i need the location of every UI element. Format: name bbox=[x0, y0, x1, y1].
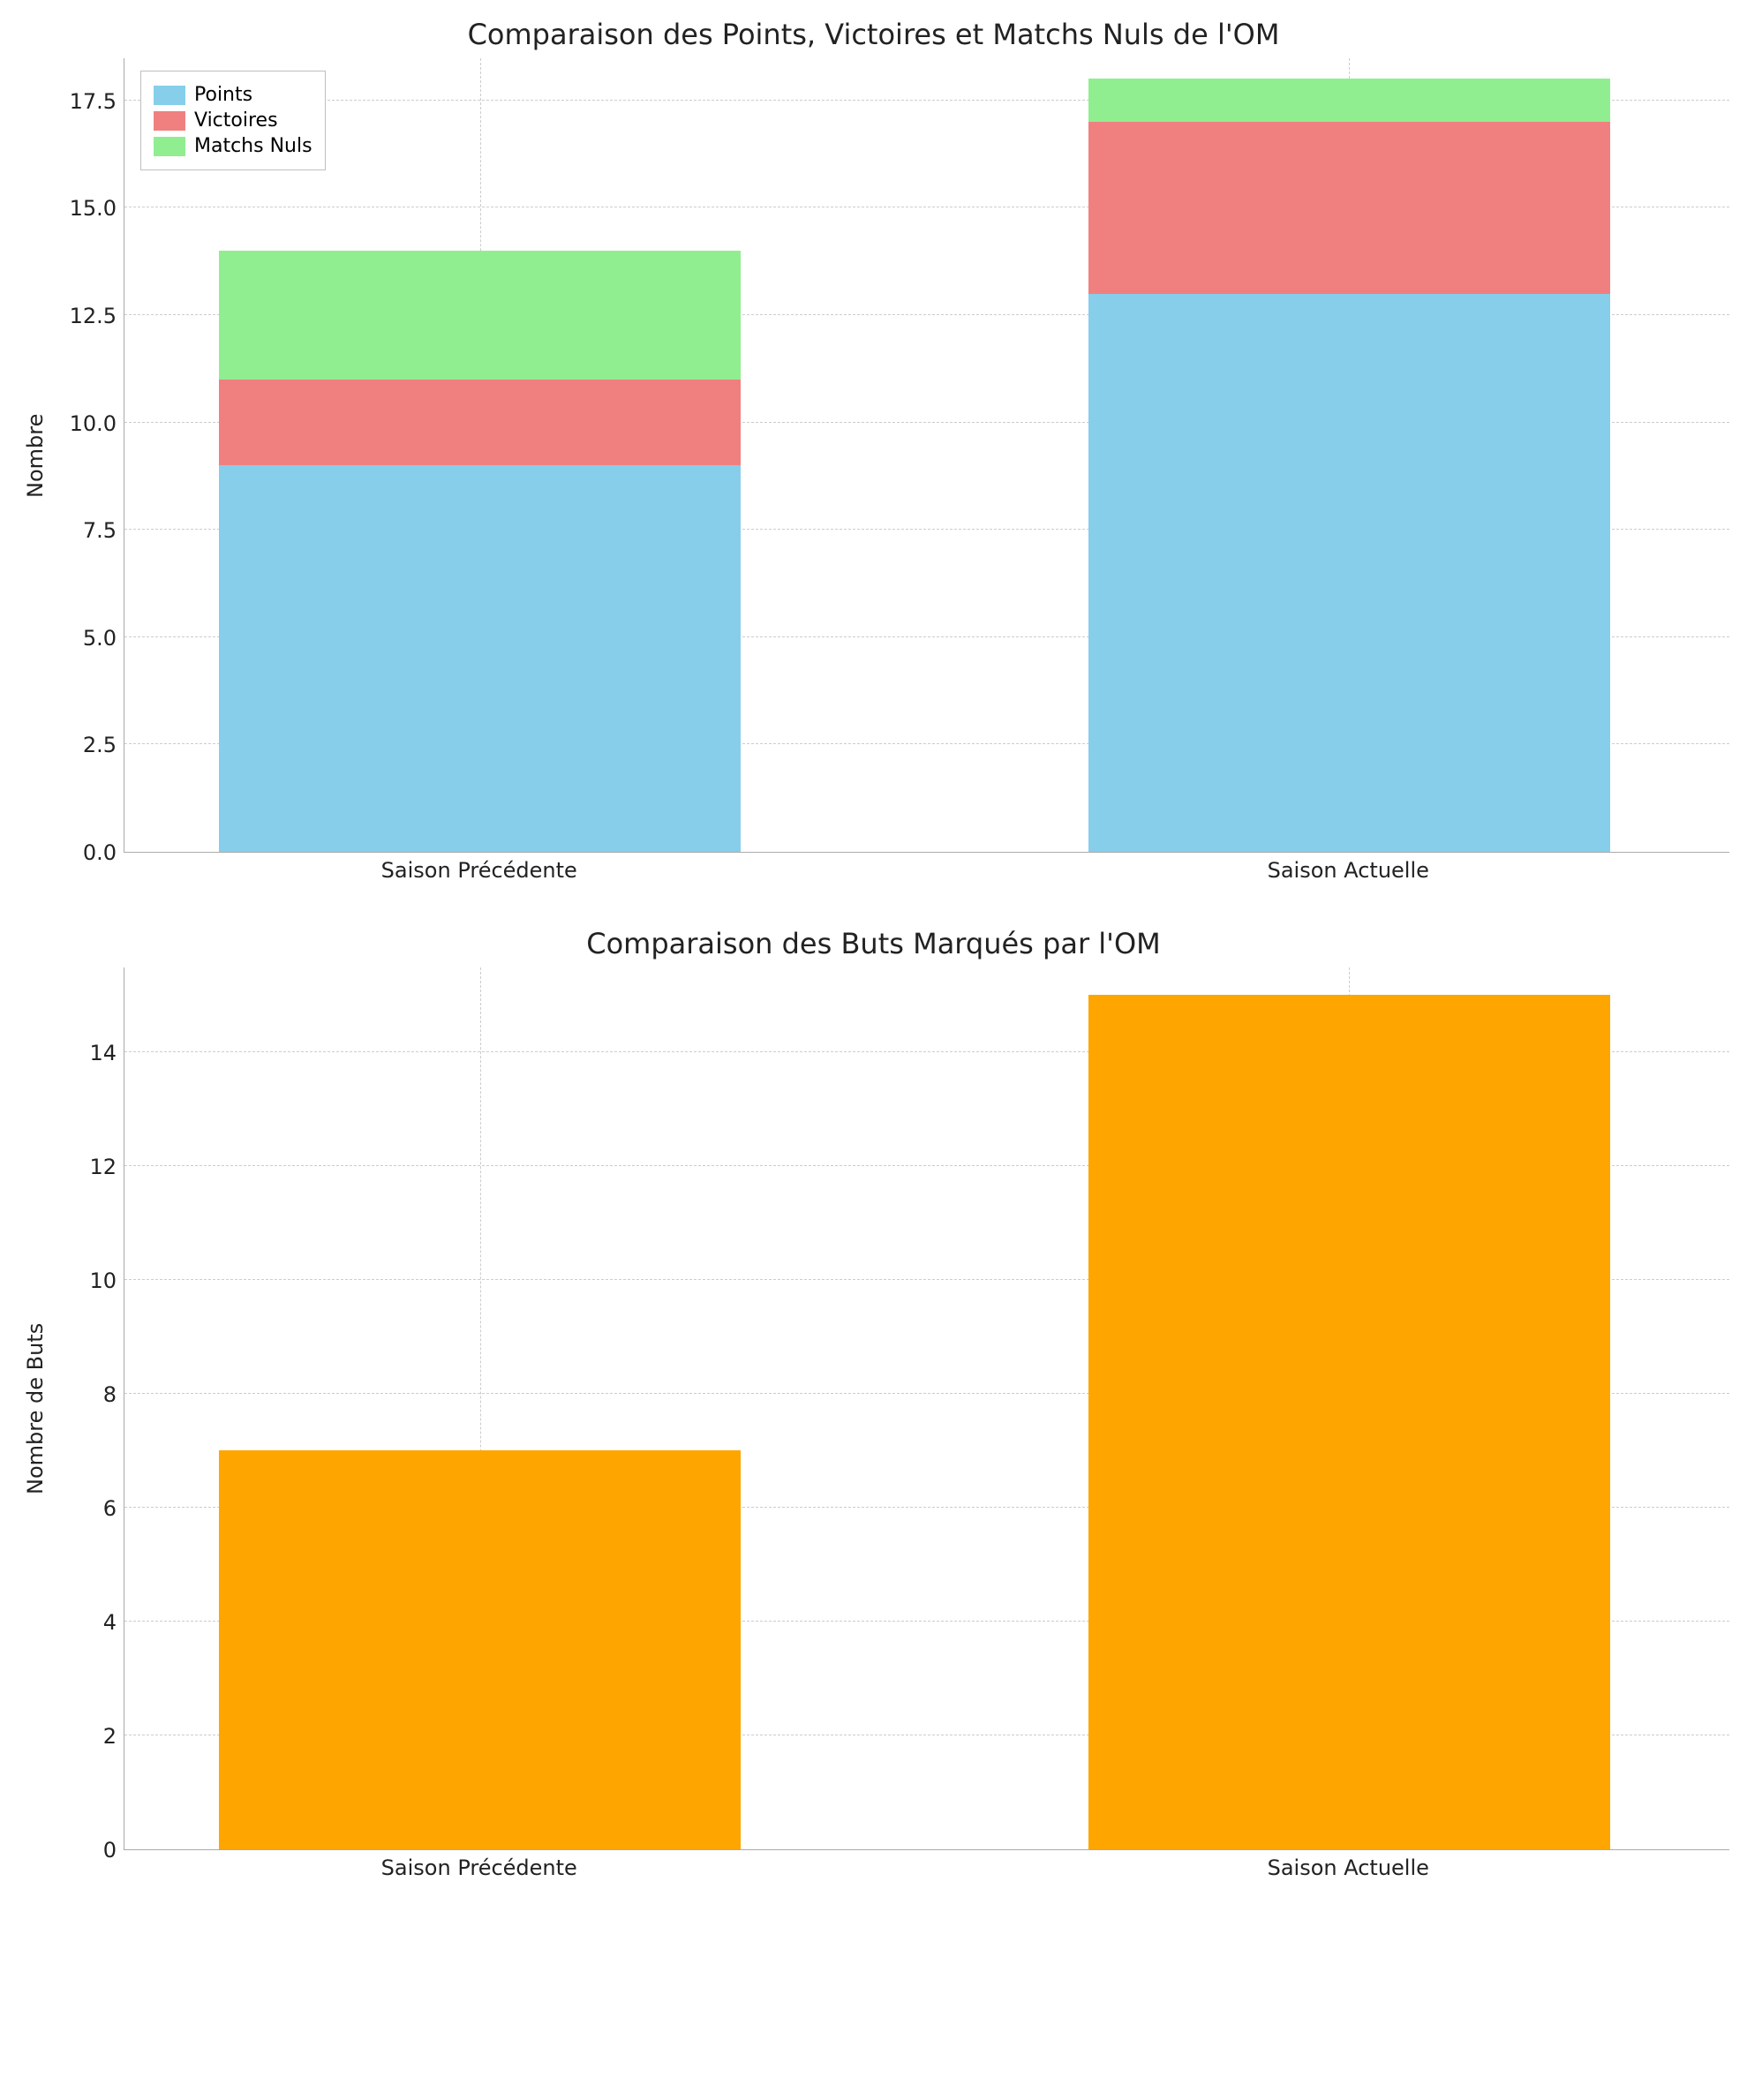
xtick-label: Saison Précédente bbox=[381, 1855, 577, 1880]
ytick-label: 15.0 bbox=[70, 196, 117, 221]
ytick-label: 8 bbox=[103, 1382, 117, 1407]
chart1-plot-area: Points Victoires Matchs Nuls bbox=[124, 58, 1729, 853]
legend-label: Victoires bbox=[194, 109, 278, 132]
chart2-bar bbox=[219, 1450, 741, 1849]
ytick-label: 6 bbox=[103, 1496, 117, 1521]
legend-swatch bbox=[154, 137, 185, 156]
chart1-title: Comparaison des Points, Victoires et Mat… bbox=[18, 18, 1729, 51]
ytick-label: 10 bbox=[89, 1268, 117, 1293]
ytick-label: 2.5 bbox=[83, 733, 117, 757]
chart1-bar-segment bbox=[1088, 79, 1610, 122]
chart1-ylabel: Nombre bbox=[18, 58, 53, 853]
chart1-bar-segment bbox=[219, 380, 741, 465]
ytick-label: 12 bbox=[89, 1155, 117, 1179]
ytick-label: 7.5 bbox=[83, 518, 117, 543]
legend-item: Points bbox=[154, 84, 313, 106]
chart2-bar bbox=[1088, 995, 1610, 1849]
chart1-bar-segment bbox=[1088, 294, 1610, 852]
ytick-label: 4 bbox=[103, 1610, 117, 1635]
chart1-plot-row: Nombre 0.02.55.07.510.012.515.017.5 Poin… bbox=[18, 58, 1729, 853]
legend-item: Matchs Nuls bbox=[154, 135, 313, 157]
legend-swatch bbox=[154, 111, 185, 131]
ytick-label: 0 bbox=[103, 1838, 117, 1863]
legend-label: Matchs Nuls bbox=[194, 135, 313, 157]
chart1-ytick-col: 0.02.55.07.510.012.515.017.5 bbox=[53, 58, 124, 853]
chart2-wrap: Comparaison des Buts Marqués par l'OM No… bbox=[18, 927, 1729, 1889]
ytick-label: 10.0 bbox=[70, 411, 117, 436]
figure: Comparaison des Points, Victoires et Mat… bbox=[18, 18, 1729, 1889]
xtick-label: Saison Précédente bbox=[381, 858, 577, 883]
chart2-plot-area bbox=[124, 967, 1729, 1850]
xtick-label: Saison Actuelle bbox=[1268, 858, 1429, 883]
chart2-xtick-row: Saison Précédente Saison Actuelle bbox=[124, 1850, 1704, 1889]
chart2-title: Comparaison des Buts Marqués par l'OM bbox=[18, 927, 1729, 960]
chart1-wrap: Comparaison des Points, Victoires et Mat… bbox=[18, 18, 1729, 892]
chart2-plot-row: Nombre de Buts 02468101214 bbox=[18, 967, 1729, 1850]
ytick-label: 2 bbox=[103, 1724, 117, 1749]
ytick-label: 14 bbox=[89, 1041, 117, 1065]
chart2-ytick-col: 02468101214 bbox=[53, 967, 124, 1850]
chart1-legend: Points Victoires Matchs Nuls bbox=[140, 71, 326, 170]
ytick-label: 17.5 bbox=[70, 89, 117, 114]
legend-swatch bbox=[154, 86, 185, 105]
chart2-ylabel: Nombre de Buts bbox=[18, 967, 53, 1850]
ytick-label: 5.0 bbox=[83, 626, 117, 651]
chart1-bar-segment bbox=[219, 251, 741, 380]
legend-item: Victoires bbox=[154, 109, 313, 132]
xtick-label: Saison Actuelle bbox=[1268, 1855, 1429, 1880]
ytick-label: 12.5 bbox=[70, 304, 117, 328]
chart1-bar-segment bbox=[1088, 122, 1610, 294]
ytick-label: 0.0 bbox=[83, 840, 117, 865]
legend-label: Points bbox=[194, 84, 252, 106]
chart1-xtick-row: Saison Précédente Saison Actuelle bbox=[124, 853, 1704, 892]
chart1-bar-segment bbox=[219, 465, 741, 852]
